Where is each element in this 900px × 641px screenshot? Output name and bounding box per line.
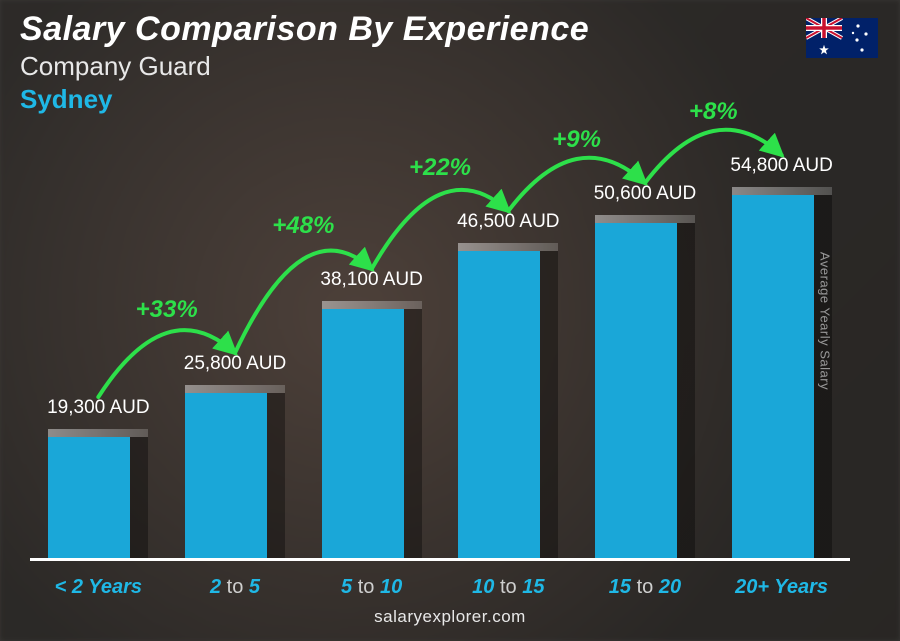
bar: [48, 429, 148, 561]
bar-value-label: 38,100 AUD: [320, 269, 422, 291]
footer-attribution: salaryexplorer.com: [0, 607, 900, 627]
bars-container: 19,300 AUD< 2 Years25,800 AUD2 to 538,10…: [30, 150, 850, 561]
bar-x-label: 10 to 15: [472, 576, 544, 599]
bar-value-label: 46,500 AUD: [457, 211, 559, 233]
growth-pct-label: +9%: [552, 126, 601, 153]
bar: [322, 301, 422, 561]
bar-wrap: 46,500 AUD10 to 15: [448, 243, 568, 561]
bar-wrap: 25,800 AUD2 to 5: [175, 385, 295, 561]
bar-value-label: 50,600 AUD: [594, 183, 696, 205]
bar: [185, 385, 285, 561]
content-root: Salary Comparison By Experience Company …: [0, 0, 900, 641]
bar-x-label: 20+ Years: [735, 576, 828, 599]
chart-subtitle: Company Guard: [20, 51, 589, 82]
bar-x-label: < 2 Years: [55, 576, 142, 599]
bar-wrap: 54,800 AUD20+ Years: [722, 187, 842, 561]
flag-icon: [806, 18, 878, 58]
bar-x-label: 5 to 10: [341, 576, 402, 599]
bar-value-label: 19,300 AUD: [47, 397, 149, 419]
bar-x-label: 2 to 5: [210, 576, 260, 599]
chart-area: +33%+48%+22%+9%+8% 19,300 AUD< 2 Years25…: [30, 150, 850, 561]
bar-value-label: 25,800 AUD: [184, 353, 286, 375]
bar: [732, 187, 832, 561]
chart-baseline: [30, 558, 850, 561]
chart-location: Sydney: [20, 84, 589, 115]
bar-value-label: 54,800 AUD: [730, 155, 832, 177]
bar-wrap: 19,300 AUD< 2 Years: [38, 429, 158, 561]
bar: [595, 215, 695, 561]
bar-x-label: 15 to 20: [609, 576, 681, 599]
growth-pct-label: +8%: [689, 98, 738, 125]
bar-wrap: 50,600 AUD15 to 20: [585, 215, 705, 561]
header-block: Salary Comparison By Experience Company …: [20, 10, 589, 115]
bar-wrap: 38,100 AUD5 to 10: [312, 301, 432, 561]
bar: [458, 243, 558, 561]
chart-title: Salary Comparison By Experience: [20, 10, 589, 49]
